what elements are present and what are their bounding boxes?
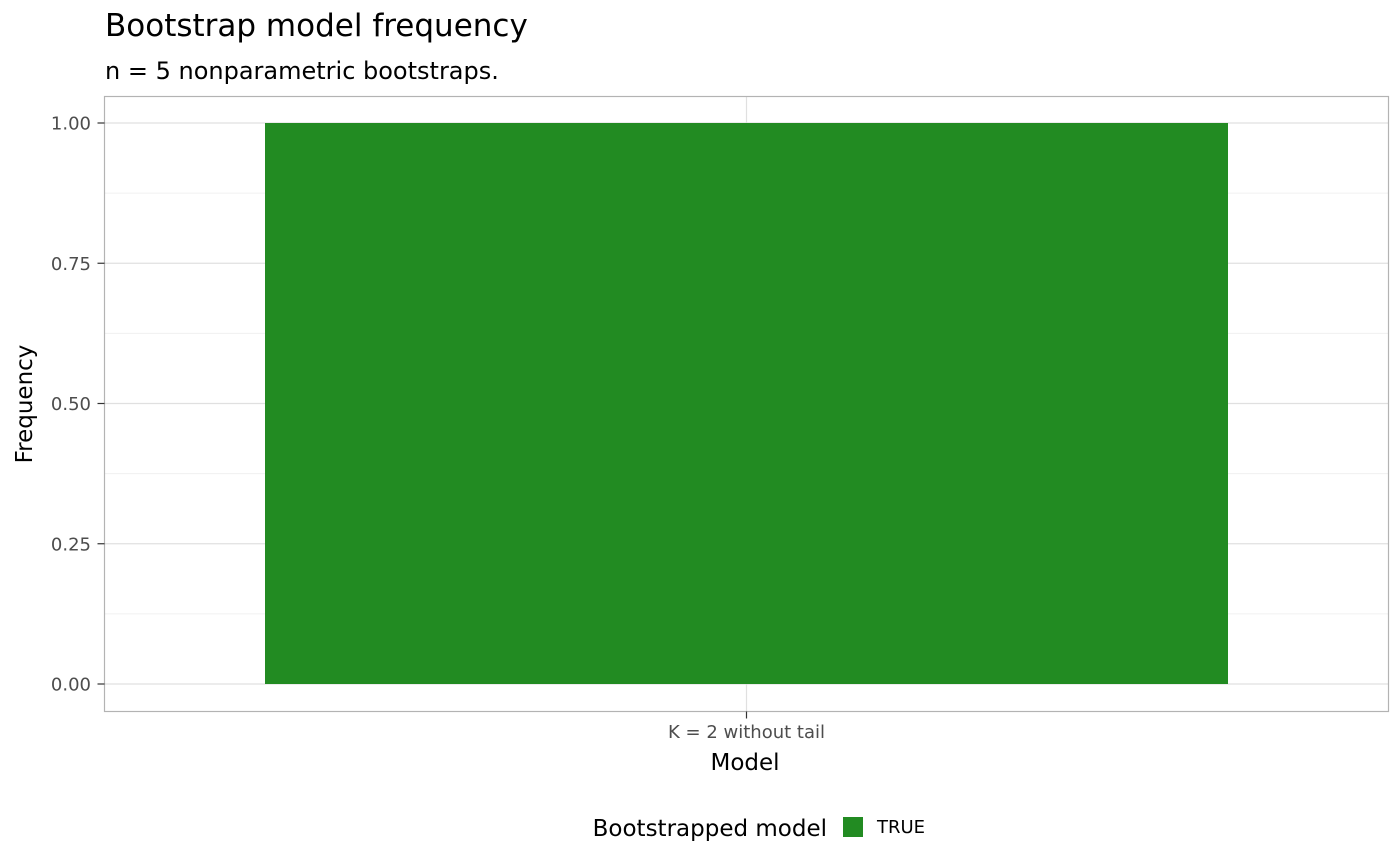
legend: Bootstrapped model TRUE xyxy=(593,816,925,842)
chart-subtitle: n = 5 nonparametric bootstraps. xyxy=(105,57,499,85)
y-tick-label: 0.75 xyxy=(51,254,91,275)
bar-true xyxy=(265,123,1228,684)
y-tick-label: 0.25 xyxy=(51,534,91,555)
bars xyxy=(265,123,1228,684)
x-tick-label: K = 2 without tail xyxy=(668,722,825,743)
legend-key-true xyxy=(843,817,863,837)
y-axis-ticks: 0.00 0.25 0.50 0.75 1.00 xyxy=(51,114,105,696)
legend-title: Bootstrapped model xyxy=(593,816,827,842)
chart-title: Bootstrap model frequency xyxy=(105,8,528,44)
legend-label-true: TRUE xyxy=(876,817,925,838)
y-axis-title: Frequency xyxy=(12,345,38,464)
x-axis-ticks: K = 2 without tail xyxy=(668,711,825,743)
x-axis-title: Model xyxy=(710,750,779,776)
y-tick-label: 0.50 xyxy=(51,394,91,415)
y-tick-label: 1.00 xyxy=(51,114,91,135)
y-tick-label: 0.00 xyxy=(51,675,91,696)
